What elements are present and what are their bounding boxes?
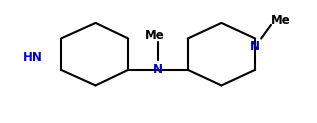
- Text: N: N: [250, 40, 260, 53]
- Text: Me: Me: [145, 29, 165, 42]
- Text: N: N: [153, 63, 163, 76]
- Text: HN: HN: [23, 51, 43, 64]
- Text: Me: Me: [271, 14, 291, 27]
